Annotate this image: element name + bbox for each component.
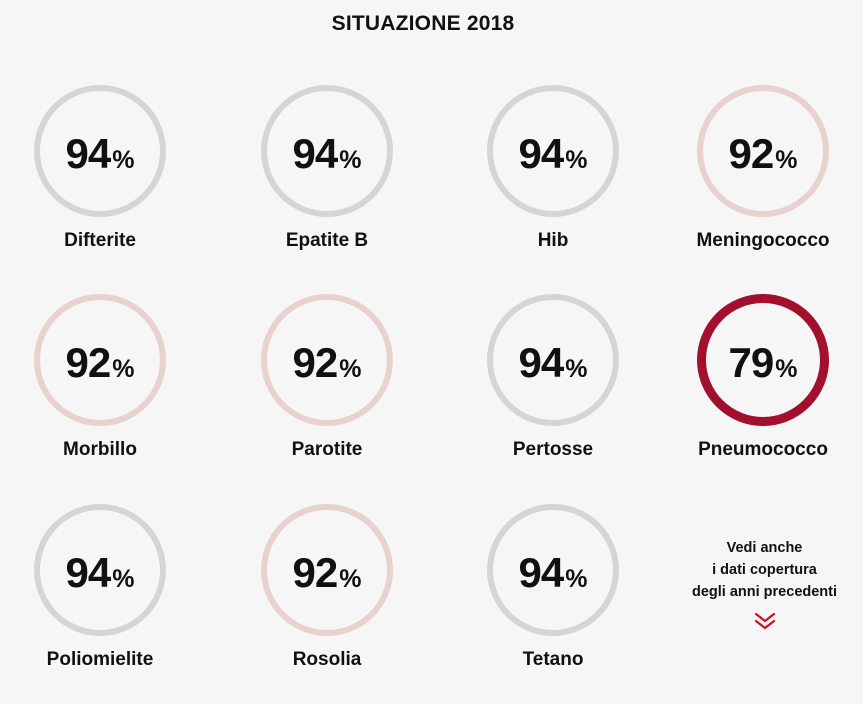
- coverage-percentage: 79%: [663, 342, 863, 384]
- coverage-item-rosolia: 92% Rosolia: [227, 504, 427, 704]
- see-also-line: degli anni precedenti: [691, 584, 838, 600]
- coverage-percentage: 92%: [227, 342, 427, 384]
- coverage-value: 92: [292, 549, 339, 596]
- coverage-value: 92: [728, 130, 775, 177]
- coverage-item-pneumococco: 79% Pneumococco: [663, 294, 863, 494]
- coverage-item-morbillo: 92% Morbillo: [0, 294, 200, 494]
- coverage-ring: [487, 85, 619, 217]
- percent-sign: %: [112, 146, 135, 174]
- coverage-percentage: 92%: [663, 133, 863, 175]
- vaccine-name: Morbillo: [63, 439, 137, 460]
- coverage-item-tetano: 94% Tetano: [453, 504, 653, 704]
- vaccine-name: Pertosse: [512, 439, 594, 460]
- percent-sign: %: [565, 355, 588, 383]
- vaccine-name: Hib: [537, 230, 569, 251]
- coverage-item-poliomielite: 94% Poliomielite: [0, 504, 200, 704]
- percent-sign: %: [339, 565, 362, 593]
- vaccine-name: Rosolia: [292, 649, 362, 670]
- vaccine-name: Parotite: [291, 439, 363, 460]
- coverage-value: 94: [518, 549, 565, 596]
- coverage-value: 94: [518, 130, 565, 177]
- coverage-ring: [34, 85, 166, 217]
- coverage-percentage: 92%: [227, 552, 427, 594]
- see-also-line: i dati copertura: [712, 562, 817, 578]
- coverage-value: 94: [65, 549, 112, 596]
- coverage-value: 94: [292, 130, 339, 177]
- percent-sign: %: [565, 146, 588, 174]
- coverage-ring: [261, 294, 393, 426]
- coverage-item-hib: 94% Hib: [453, 85, 653, 285]
- percent-sign: %: [565, 565, 588, 593]
- percent-sign: %: [775, 146, 798, 174]
- coverage-item-parotite: 92% Parotite: [227, 294, 427, 494]
- vaccine-name: Difterite: [64, 230, 136, 251]
- percent-sign: %: [112, 565, 135, 593]
- coverage-item-epatite-b: 94% Epatite B: [227, 85, 427, 285]
- coverage-value: 79: [728, 339, 775, 386]
- coverage-value: 92: [65, 339, 112, 386]
- vaccine-name: Pneumococco: [698, 439, 828, 460]
- coverage-percentage: 94%: [227, 133, 427, 175]
- coverage-ring: [261, 85, 393, 217]
- vaccine-name: Poliomielite: [46, 649, 154, 670]
- coverage-percentage: 92%: [0, 342, 200, 384]
- percent-sign: %: [339, 355, 362, 383]
- vaccine-name: Meningococco: [696, 230, 830, 251]
- coverage-item-difterite: 94% Difterite: [0, 85, 200, 285]
- vaccine-name: Tetano: [522, 649, 584, 670]
- coverage-ring: [697, 85, 829, 217]
- double-chevron-down-icon[interactable]: [754, 612, 776, 630]
- page-title: SITUAZIONE 2018: [331, 12, 515, 35]
- coverage-ring: [34, 504, 166, 636]
- see-previous-years-link[interactable]: Vedi anche i dati copertura degli anni p…: [682, 537, 847, 630]
- coverage-value: 94: [65, 130, 112, 177]
- percent-sign: %: [339, 146, 362, 174]
- coverage-ring-alert: [697, 294, 829, 426]
- coverage-percentage: 94%: [453, 133, 653, 175]
- coverage-value: 94: [518, 339, 565, 386]
- coverage-percentage: 94%: [453, 552, 653, 594]
- coverage-ring: [261, 504, 393, 636]
- coverage-percentage: 94%: [0, 552, 200, 594]
- coverage-percentage: 94%: [0, 133, 200, 175]
- percent-sign: %: [775, 355, 798, 383]
- coverage-item-pertosse: 94% Pertosse: [453, 294, 653, 494]
- coverage-ring: [487, 294, 619, 426]
- percent-sign: %: [112, 355, 135, 383]
- coverage-value: 92: [292, 339, 339, 386]
- coverage-item-meningococco: 92% Meningococco: [663, 85, 863, 285]
- coverage-ring: [34, 294, 166, 426]
- coverage-percentage: 94%: [453, 342, 653, 384]
- vaccine-name: Epatite B: [285, 230, 369, 251]
- coverage-ring: [487, 504, 619, 636]
- see-also-line: Vedi anche: [726, 540, 803, 556]
